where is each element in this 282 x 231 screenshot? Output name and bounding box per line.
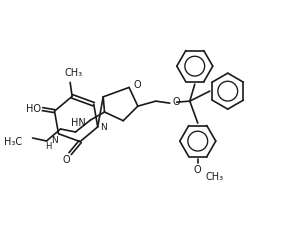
Text: H₃C: H₃C: [5, 136, 23, 146]
Text: N: N: [100, 123, 107, 132]
Text: CH₃: CH₃: [64, 68, 82, 78]
Text: CH₃: CH₃: [206, 171, 224, 181]
Text: N: N: [51, 135, 58, 144]
Text: O: O: [194, 164, 202, 174]
Text: HO: HO: [26, 104, 41, 114]
Text: HN: HN: [71, 118, 85, 128]
Text: O: O: [173, 97, 180, 107]
Text: O: O: [62, 154, 70, 164]
Text: H: H: [45, 141, 52, 150]
Text: O: O: [133, 80, 141, 90]
